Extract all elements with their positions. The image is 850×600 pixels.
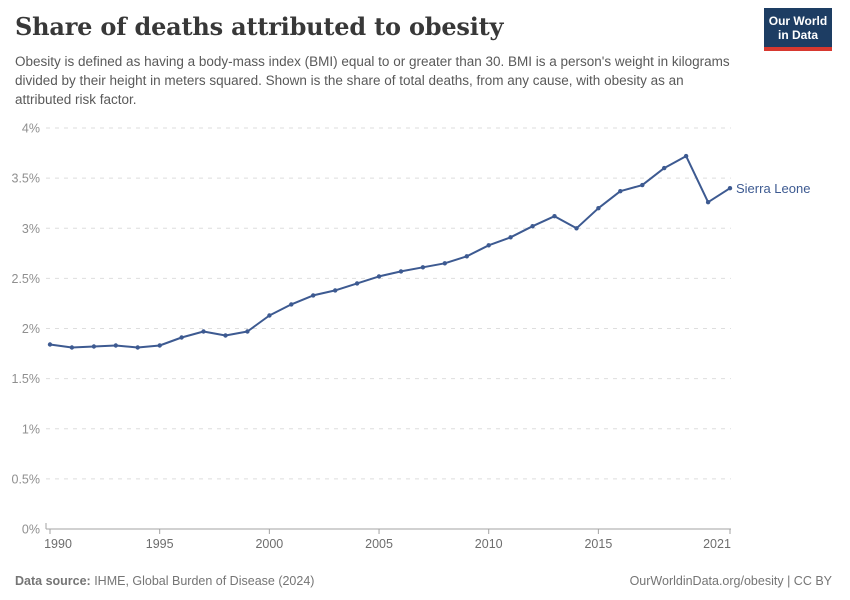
data-point-marker bbox=[552, 214, 557, 219]
chart-subtitle: Obesity is defined as having a body-mass… bbox=[15, 54, 730, 107]
y-tick-label: 2% bbox=[22, 322, 40, 336]
data-point-marker bbox=[91, 344, 97, 349]
y-tick-label: 1% bbox=[22, 422, 40, 436]
data-point-marker bbox=[420, 265, 426, 270]
data-point-marker bbox=[442, 261, 447, 266]
footer-separator: | bbox=[783, 574, 794, 588]
data-point-marker bbox=[398, 269, 404, 274]
series-entity-label[interactable]: Sierra Leone bbox=[736, 181, 811, 196]
y-tick-label: 2.5% bbox=[12, 272, 41, 286]
y-tick-label: 0.5% bbox=[12, 472, 41, 486]
data-point-marker bbox=[574, 226, 579, 231]
data-point-marker bbox=[354, 281, 360, 286]
y-tick-label: 3% bbox=[22, 222, 40, 236]
data-point-marker bbox=[179, 335, 184, 340]
chart-footer: Data source: IHME, Global Burden of Dise… bbox=[15, 574, 832, 588]
data-point-marker bbox=[333, 288, 338, 293]
data-point-marker bbox=[289, 302, 294, 307]
owid-logo-line1: Our World bbox=[768, 14, 828, 28]
series-line bbox=[49, 155, 731, 349]
data-point-marker bbox=[530, 224, 535, 229]
data-point-marker bbox=[640, 182, 645, 188]
data-point-marker bbox=[662, 165, 667, 171]
data-point-marker bbox=[727, 186, 733, 191]
data-source-note: Data source: IHME, Global Burden of Dise… bbox=[15, 574, 314, 588]
data-point-marker bbox=[267, 313, 272, 318]
chart-title: Share of deaths attributed to obesity bbox=[15, 12, 504, 41]
data-point-marker bbox=[157, 343, 162, 348]
data-point-marker bbox=[113, 343, 119, 348]
data-point-marker bbox=[376, 274, 382, 279]
data-point-marker bbox=[508, 235, 513, 240]
owid-logo-line2: in Data bbox=[777, 28, 818, 42]
x-tick-label: 1995 bbox=[146, 537, 174, 551]
data-point-marker bbox=[223, 333, 228, 338]
y-tick-label: 1.5% bbox=[12, 372, 41, 386]
x-tick-label: 2015 bbox=[584, 537, 612, 551]
x-tick-label: 2021 bbox=[703, 537, 731, 551]
data-point-marker bbox=[135, 345, 140, 350]
data-point-marker bbox=[201, 329, 206, 334]
x-tick-label: 2005 bbox=[365, 537, 393, 551]
owid-logo[interactable]: Our World in Data bbox=[764, 8, 832, 51]
y-tick-label: 3.5% bbox=[12, 172, 41, 186]
y-tick-label: 4% bbox=[22, 122, 40, 136]
data-point-marker bbox=[596, 206, 601, 211]
x-tick-label: 1990 bbox=[44, 537, 72, 551]
data-point-marker bbox=[683, 153, 689, 159]
data-point-marker bbox=[245, 329, 250, 334]
data-source-label: Data source: bbox=[15, 574, 91, 588]
license-link[interactable]: CC BY bbox=[793, 574, 832, 588]
data-point-marker bbox=[47, 342, 53, 347]
owid-url-link[interactable]: OurWorldinData.org/obesity bbox=[629, 574, 784, 588]
x-tick-label: 2010 bbox=[475, 537, 503, 551]
data-point-marker bbox=[705, 200, 711, 205]
x-tick-label: 2000 bbox=[255, 537, 283, 551]
data-point-marker bbox=[618, 189, 623, 194]
data-point-marker bbox=[464, 254, 469, 259]
data-point-marker bbox=[69, 345, 75, 350]
footer-links: OurWorldinData.org/obesity | CC BY bbox=[630, 574, 832, 588]
data-source-value: IHME, Global Burden of Disease (2024) bbox=[90, 574, 315, 588]
y-tick-label: 0% bbox=[22, 523, 40, 537]
data-point-marker bbox=[486, 243, 491, 248]
data-point-marker bbox=[311, 293, 316, 298]
